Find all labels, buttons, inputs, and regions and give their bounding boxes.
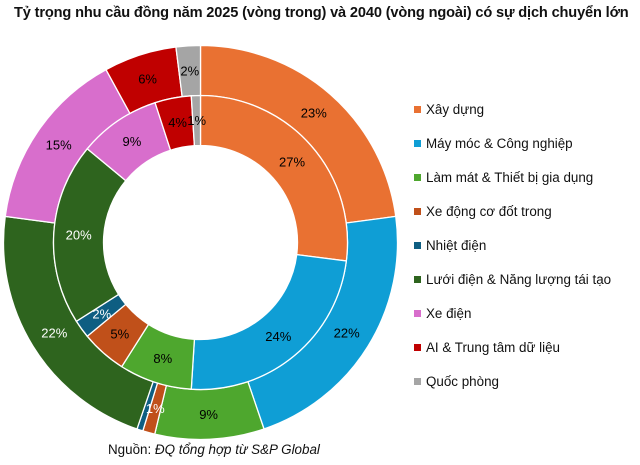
label-2025-quoc-phong: 1%	[187, 113, 206, 128]
legend-label: Lưới điện & Năng lượng tái tạo	[426, 271, 612, 287]
legend-swatch	[414, 377, 421, 385]
slice-2025-quoc-phong	[190, 94, 202, 147]
legend-swatch	[414, 275, 421, 283]
label-2040-xe-dong-co-dot-trong: 1%	[146, 401, 165, 416]
inner-ring-2025	[52, 94, 349, 391]
legend-item-quoc-phong: Quốc phòng	[414, 372, 499, 390]
label-2040-may-moc-cong-nghiep: 22%	[334, 326, 360, 341]
legend-label: AI & Trung tâm dữ liệu	[426, 339, 561, 355]
legend-swatch	[414, 343, 421, 351]
legend-swatch	[414, 173, 421, 181]
label-2040-xay-dung: 23%	[301, 106, 327, 121]
legend-item-may-moc-cong-nghiep: Máy móc & Công nghiệp	[414, 134, 573, 152]
label-2025-may-moc-cong-nghiep: 24%	[265, 329, 291, 344]
legend-item-lam-mat-thiet-bi-gia-dung: Làm mát & Thiết bị gia dụng	[414, 168, 593, 186]
donut-chart: 27%24%8%5%2%20%9%4% 1% 23%22%9%1%22%15%6%2…	[2, 44, 399, 441]
legend-item-xe-dong-co-dot-trong: Xe động cơ đốt trong	[414, 202, 552, 220]
legend-label: Quốc phòng	[426, 373, 499, 389]
legend-item-xe-dien: Xe điện	[414, 304, 471, 322]
label-2025-xe-dong-co-dot-trong: 5%	[110, 327, 129, 342]
legend-label: Xe động cơ đốt trong	[426, 203, 552, 219]
legend-swatch	[414, 207, 421, 215]
legend-label: Làm mát & Thiết bị gia dụng	[426, 169, 594, 185]
legend-item-nhiet-dien: Nhiệt điện	[414, 236, 486, 254]
label-2025-ai-trung-tam-du-lieu: 4%	[168, 115, 187, 130]
label-2025-xe-dien: 9%	[123, 134, 142, 149]
legend-swatch	[414, 241, 421, 249]
label-2025-lam-mat-thiet-bi-gia-dung: 8%	[153, 351, 172, 366]
legend-label: Xây dựng	[426, 101, 485, 117]
source-label: Nguồn:	[108, 442, 152, 457]
label-2040-luoi-dien-nang-luong-tai-tao: 22%	[41, 326, 67, 341]
legend-label: Nhiệt điện	[426, 237, 487, 253]
label-2025-luoi-dien-nang-luong-tai-tao: 20%	[66, 227, 92, 242]
outer-ring-2040	[2, 44, 399, 441]
label-2040-lam-mat-thiet-bi-gia-dung: 9%	[199, 407, 218, 422]
label-2040-quoc-phong: 2%	[180, 63, 199, 78]
label-2025-xay-dung: 27%	[279, 154, 305, 169]
label-2040-ai-trung-tam-du-lieu: 6%	[138, 71, 157, 86]
source-note: Nguồn: ĐQ tổng hợp từ S&P Global	[108, 442, 320, 457]
label-2025-nhiet-dien: 2%	[92, 307, 111, 322]
legend-item-ai-trung-tam-du-lieu: AI & Trung tâm dữ liệu	[414, 338, 560, 356]
source-text: ĐQ tổng hợp từ S&P Global	[154, 442, 320, 457]
legend-swatch	[414, 139, 421, 147]
legend-label: Xe điện	[426, 305, 472, 321]
label-2040-xe-dien: 15%	[46, 138, 72, 153]
chart-title: Tỷ trọng nhu cầu đồng năm 2025 (vòng tro…	[14, 5, 629, 21]
legend-label: Máy móc & Công nghiệp	[426, 135, 573, 151]
legend-swatch	[414, 105, 421, 113]
slice-labels: 27%24%8%5%2%20%9%4% 1% 23%22%9%1%22%15%6%2…	[41, 63, 360, 422]
legend-swatch	[414, 309, 421, 317]
legend-item-luoi-dien-nang-luong-tai-tao: Lưới điện & Năng lượng tái tạo	[414, 270, 611, 288]
legend-item-xay-dung: Xây dựng	[414, 100, 484, 118]
